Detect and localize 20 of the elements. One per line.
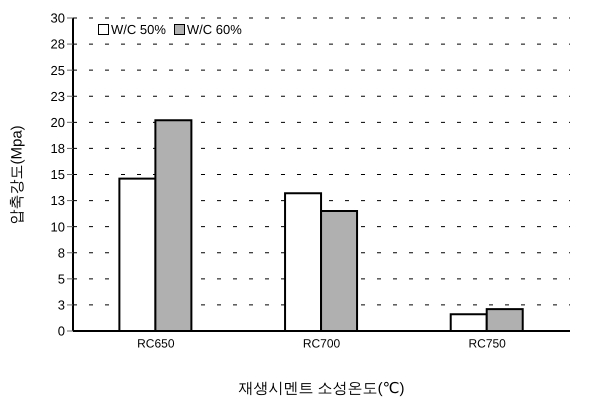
y-tick-label: 3 [58,298,65,313]
y-tick-label: 23 [50,88,65,104]
x-tick-label: RC700 [302,336,340,351]
y-tick-label: 13 [50,193,65,208]
y-tick-label: 28 [50,36,65,52]
x-axis-title: 재생시멘트 소성온도(℃) [238,380,405,397]
y-tick-label: 10 [50,219,65,234]
legend-label: W/C 50% [110,22,166,37]
y-tick-label: 20 [50,114,65,130]
y-tick-label: 5 [58,271,65,286]
y-tick-label: 0 [58,324,65,339]
y-tick-label: 8 [58,245,65,260]
y-tick-label: 30 [50,10,65,26]
y-tick-label: 15 [50,167,65,182]
x-tick-label: RC750 [468,336,506,351]
y-tick-label: 18 [50,141,65,156]
x-tick-label: RC650 [137,336,175,351]
y-axis-title: 압축강도(Mpa) [8,125,26,224]
y-tick-label: 25 [50,62,65,78]
legend-label: W/C 60% [186,22,242,37]
